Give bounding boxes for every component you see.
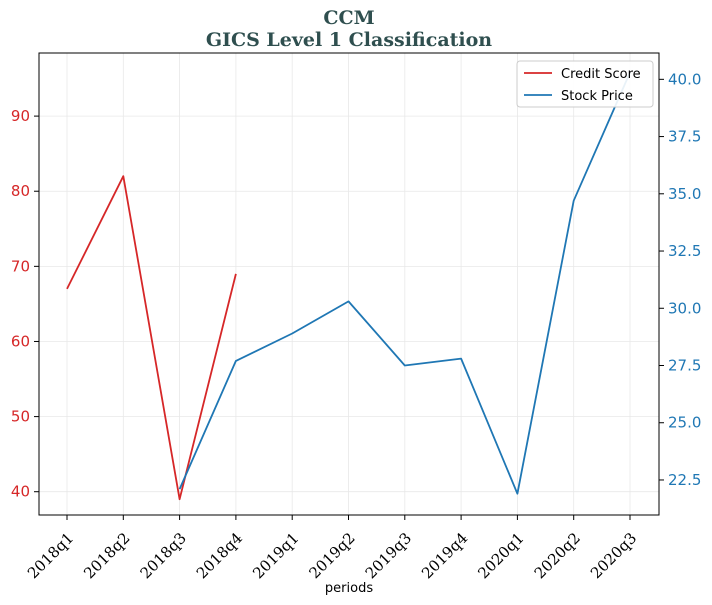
plot-frame — [38, 52, 660, 516]
series-line-credit-score — [66, 175, 237, 501]
x-tick-label: 2018q3 — [137, 529, 190, 582]
x-tick-label: 2019q4 — [418, 529, 471, 582]
y-right-tick-label: 37.5 — [668, 128, 701, 146]
legend-label-credit-score: Credit Score — [561, 67, 641, 82]
series-line-stock-price — [178, 72, 631, 495]
y-left-tick-label: 60 — [11, 332, 30, 350]
x-tick-label: 2020q1 — [474, 529, 527, 582]
x-tick-label: 2018q1 — [24, 529, 77, 582]
x-tick-label: 2020q2 — [531, 529, 584, 582]
legend-label-stock-price: Stock Price — [561, 89, 633, 104]
y-left-tick-label: 70 — [11, 257, 30, 275]
x-tick-label: 2019q3 — [362, 529, 415, 582]
y-right-tick-label: 25.0 — [668, 414, 701, 432]
y-axis-right: 22.5 25.0 27.5 30.0 32.5 35.0 37.5 40.0 — [659, 70, 701, 489]
y-left-tick-label: 90 — [11, 107, 30, 125]
chart-subtitle: GICS Level 1 Classification — [206, 29, 492, 51]
x-axis: 2018q1 2018q2 2018q3 2018q4 2019q1 2019q2 2019… — [24, 515, 640, 582]
x-tick-label: 2019q2 — [305, 529, 358, 582]
x-tick-label: 2019q1 — [249, 529, 302, 582]
x-tick-label: 2018q4 — [193, 529, 246, 582]
y-right-tick-label: 30.0 — [668, 299, 701, 317]
series-layer — [66, 72, 631, 501]
y-left-tick-label: 40 — [11, 483, 30, 501]
y-left-tick-label: 50 — [11, 408, 30, 426]
y-right-tick-label: 22.5 — [668, 471, 701, 489]
chart-title: CCM — [323, 7, 374, 29]
x-axis-label: periods — [325, 581, 373, 596]
y-axis-left: 40 50 60 70 80 90 — [11, 107, 39, 501]
x-tick-label: 2018q2 — [80, 529, 133, 582]
legend: Credit Score Stock Price — [516, 60, 654, 108]
y-right-tick-label: 40.0 — [668, 70, 701, 88]
y-right-tick-label: 27.5 — [668, 357, 701, 375]
y-right-tick-label: 35.0 — [668, 185, 701, 203]
x-tick-label: 2020q3 — [587, 529, 640, 582]
y-left-tick-label: 80 — [11, 182, 30, 200]
grid — [39, 53, 659, 515]
y-right-tick-label: 32.5 — [668, 242, 701, 260]
